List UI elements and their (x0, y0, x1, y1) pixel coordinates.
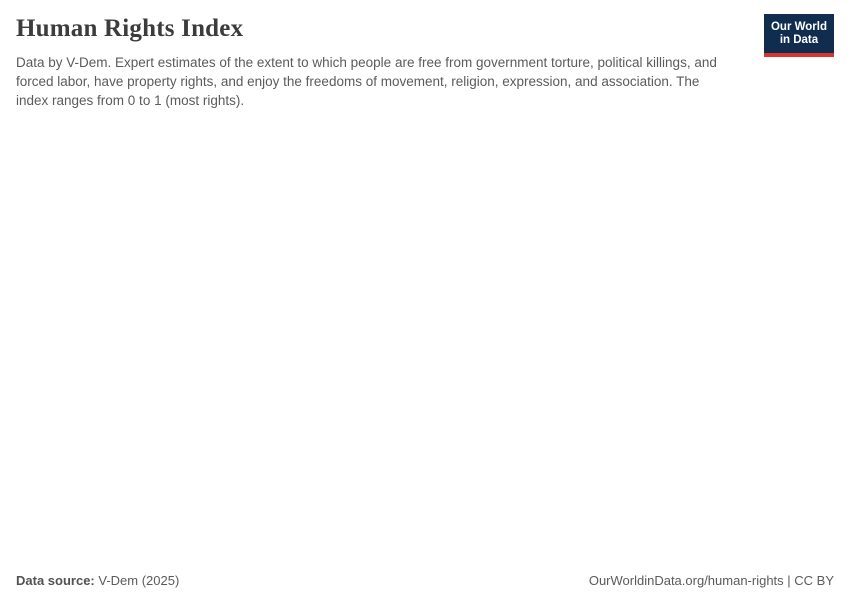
license-link[interactable]: OurWorldinData.org/human-rights | CC BY (588, 573, 834, 588)
data-source-value[interactable]: V-Dem (2025) (98, 573, 180, 588)
owid-logo-line2: in Data (779, 34, 819, 46)
chart-header: Human Rights Index Data by V-Dem. Expert… (0, 0, 850, 110)
data-source-label: Data source: (16, 573, 95, 588)
chart-subtitle: Data by V-Dem. Expert estimates of the e… (16, 55, 717, 108)
page-title: Human Rights Index (16, 15, 244, 42)
owid-logo-line1: Our World (770, 21, 827, 33)
title-block: Human Rights Index Data by V-Dem. Expert… (16, 14, 734, 110)
chart-footer: Data source: V-Dem (2025) OurWorldinData… (0, 573, 850, 600)
data-source: Data source: V-Dem (2025) (16, 573, 179, 588)
chart-area (0, 110, 850, 573)
owid-logo[interactable]: Our World in Data (763, 14, 834, 57)
